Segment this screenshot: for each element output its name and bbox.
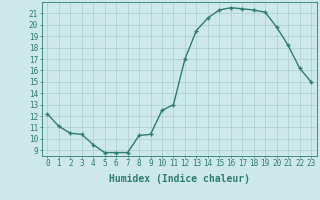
X-axis label: Humidex (Indice chaleur): Humidex (Indice chaleur) <box>109 174 250 184</box>
